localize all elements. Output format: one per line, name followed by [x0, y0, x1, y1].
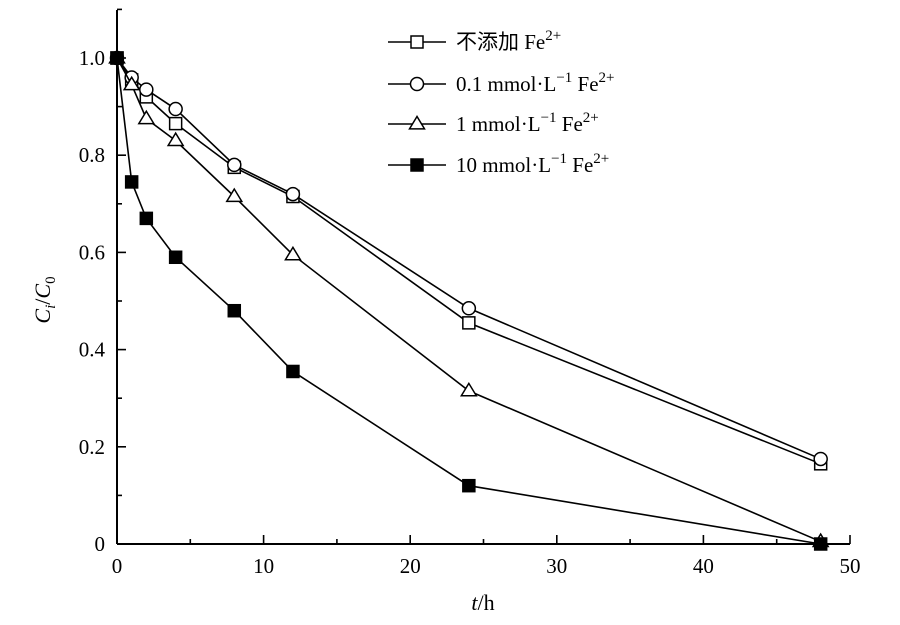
x-axis-title: t/h	[471, 590, 494, 615]
data-point	[285, 186, 301, 202]
series-group	[108, 49, 830, 551]
data-point	[813, 537, 828, 551]
axes	[116, 8, 851, 545]
data-point	[227, 303, 242, 318]
data-point	[462, 316, 476, 330]
legend-marker	[408, 115, 426, 130]
legend-marker	[410, 158, 424, 172]
data-point	[286, 364, 300, 379]
legend-entry-3: 1 mmol·L−1 Fe2+	[388, 110, 599, 136]
y-tick-label: 0.2	[79, 435, 105, 459]
axis-titles: t/h Ci/C0	[30, 276, 495, 615]
legend: 不添加 Fe2+ 0.1 mmol·L−1 Fe2+ 1 mmol·L−1 Fe2+…	[388, 28, 615, 177]
tick-labels: 0 10 20 30 40 50 0 0.2 0.4 0.6 0.8 1.0	[79, 46, 861, 578]
legend-label: 0.1 mmol·L−1 Fe2+	[456, 70, 615, 96]
y-tick-label: 0.8	[79, 143, 105, 167]
legend-entry-2: 0.1 mmol·L−1 Fe2+	[388, 70, 615, 96]
x-tick-label: 30	[546, 554, 567, 578]
data-point	[284, 245, 302, 261]
series-2	[109, 50, 828, 467]
x-tick-label: 10	[253, 554, 274, 578]
data-point	[227, 157, 242, 173]
data-point	[460, 381, 478, 397]
data-point	[139, 82, 154, 97]
legend-entry-1: 不添加 Fe2+	[388, 28, 561, 54]
y-axis-title: Ci/C0	[30, 276, 59, 323]
x-tick-label: 20	[400, 554, 421, 578]
x-tick-label: 50	[840, 554, 861, 578]
data-point	[122, 75, 141, 91]
x-tick-label: 0	[112, 554, 123, 578]
y-tick-label: 0	[95, 532, 106, 556]
data-point	[124, 175, 139, 189]
legend-marker	[410, 35, 424, 49]
series-line	[116, 57, 821, 543]
data-point	[462, 478, 476, 493]
data-point	[137, 109, 156, 125]
legend-label: 10 mmol·L−1 Fe2+	[456, 151, 609, 177]
legend-entry-4: 10 mmol·L−1 Fe2+	[388, 151, 609, 177]
y-tick-label: 1.0	[79, 46, 105, 70]
legend-label: 1 mmol·L−1 Fe2+	[456, 110, 599, 136]
y-tick-label: 0.6	[79, 240, 105, 264]
data-point	[225, 187, 244, 203]
series-4	[110, 51, 828, 551]
data-point	[168, 116, 183, 131]
y-tick-label: 0.4	[79, 338, 106, 362]
x-tick-label: 40	[693, 554, 714, 578]
data-point	[139, 211, 154, 226]
data-point	[461, 301, 477, 316]
data-point	[168, 250, 183, 265]
data-point	[110, 51, 124, 65]
legend-label: 不添加 Fe2+	[456, 28, 561, 54]
data-point	[168, 101, 183, 117]
data-point	[166, 131, 185, 147]
data-point	[813, 451, 828, 467]
legend-marker	[409, 76, 425, 92]
